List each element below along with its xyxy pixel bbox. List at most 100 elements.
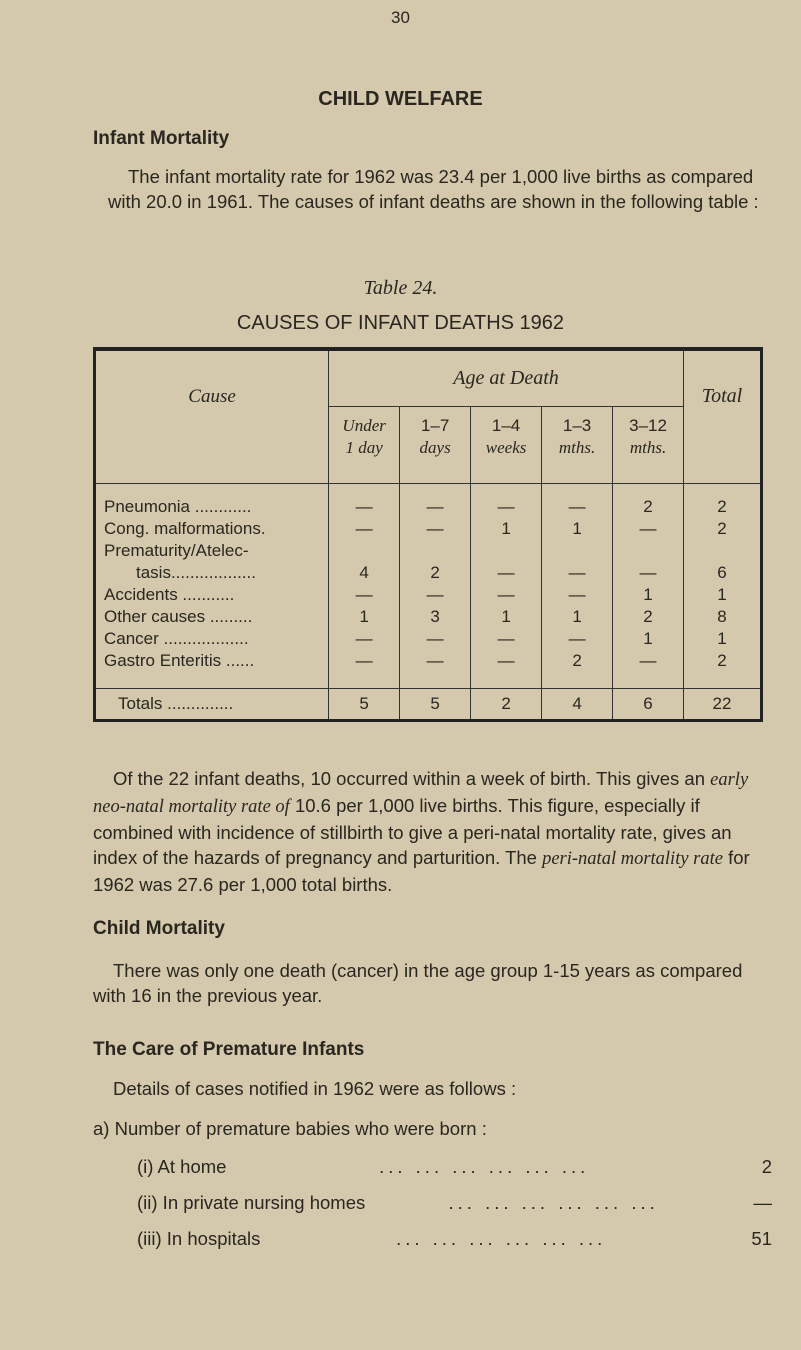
list-item: (i) At home ... ... ... ... ... ... 2 xyxy=(137,1156,772,1178)
value-cell: — xyxy=(328,649,400,688)
row-total-cell: 2 xyxy=(683,517,762,540)
total-cell: 6 xyxy=(612,688,684,720)
col-header: mths. xyxy=(629,437,667,457)
total-cell: 5 xyxy=(328,688,400,720)
value-cell: — xyxy=(399,483,471,518)
value-cell: — xyxy=(470,583,542,606)
value-cell: — xyxy=(399,583,471,606)
value-cell xyxy=(612,539,684,562)
cause-cell: Other causes ......... xyxy=(104,606,253,626)
value-cell: 2 xyxy=(399,561,471,584)
value-cell: 2 xyxy=(612,483,684,518)
value-cell: 1 xyxy=(470,605,542,628)
table-row: Cong. malformations. — —1 1—2 xyxy=(95,517,762,540)
row-total-cell xyxy=(683,539,762,562)
text: Of the 22 infant deaths, 10 occurred wit… xyxy=(113,768,711,789)
item-value: 51 xyxy=(751,1228,772,1249)
cause-cell: Prematurity/Atelec- xyxy=(104,540,249,560)
emphasis: early neo-natal mortality rate of xyxy=(93,770,749,817)
cause-cell: Cong. malformations. xyxy=(104,518,266,538)
value-cell: — xyxy=(328,583,400,606)
col-header: 1 day xyxy=(345,437,383,457)
total-header: Total xyxy=(683,349,762,483)
total-cell: 4 xyxy=(541,688,613,720)
cause-header: Cause xyxy=(188,385,236,407)
value-cell: — xyxy=(470,561,542,584)
value-cell: — xyxy=(399,517,471,540)
value-cell: — xyxy=(328,627,400,650)
value-cell: 1 xyxy=(541,517,613,540)
value-cell: — xyxy=(470,627,542,650)
totals-row: Totals .............. 5 5 2 4 6 22 xyxy=(94,688,762,720)
value-cell: 1 xyxy=(470,517,542,540)
value-cell: 1 xyxy=(541,605,613,628)
table-row: Accidents ........... — — — —1 1 xyxy=(95,583,762,606)
value-cell: — xyxy=(612,561,684,584)
value-cell: 3 xyxy=(399,605,471,628)
value-cell: 4 xyxy=(328,561,400,584)
row-total-cell: 2 xyxy=(683,649,762,688)
list-item: (ii) In private nursing homes ... ... ...… xyxy=(137,1192,772,1214)
emphasis: peri-natal mortality rate xyxy=(542,849,723,869)
infant-mortality-paragraph: The infant mortality rate for 1962 was 2… xyxy=(108,166,759,212)
table-row: Cancer .................. — — — —1 1 xyxy=(95,627,762,650)
child-mortality-heading: Child Mortality xyxy=(93,918,225,939)
premature-intro: Details of cases notified in 1962 were a… xyxy=(113,1078,517,1099)
table-row: Prematurity/Atelec- xyxy=(95,539,762,562)
value-cell: 1 xyxy=(612,583,684,606)
total-cell: 2 xyxy=(470,688,542,720)
row-total-cell: 2 xyxy=(683,483,762,518)
col-header: weeks xyxy=(485,437,527,457)
col-header: mths. xyxy=(558,437,596,457)
value-cell: — xyxy=(470,483,542,518)
value-cell xyxy=(541,539,613,562)
row-total-cell: 1 xyxy=(683,627,762,650)
value-cell xyxy=(470,539,542,562)
value-cell: 1 xyxy=(328,605,400,628)
col-header: Under xyxy=(342,415,386,435)
table-label: Table 24. xyxy=(363,277,438,299)
list-item: (iii) In hospitals ... ... ... ... ... ..… xyxy=(137,1228,772,1250)
col-header: days xyxy=(419,437,451,457)
value-cell: — xyxy=(541,483,613,518)
infant-deaths-table: Cause Age at Death Total Under 1 day 1–7 d… xyxy=(93,347,763,722)
cause-cell: Accidents ........... xyxy=(104,584,235,604)
cause-cell: Cancer .................. xyxy=(104,628,249,648)
totals-label: Totals .............. xyxy=(118,693,234,713)
row-total-cell: 6 xyxy=(683,561,762,584)
value-cell: — xyxy=(612,649,684,688)
age-at-death-header: Age at Death xyxy=(328,349,684,406)
leader-dots: ... ... ... ... ... ... xyxy=(396,1228,607,1249)
text: for 1962 was 27.6 per 1,000 total births… xyxy=(93,847,750,895)
value-cell: — xyxy=(328,483,400,518)
table-row: Gastro Enteritis ...... — — —2—2 xyxy=(95,649,762,688)
leader-dots: ... ... ... ... ... ... xyxy=(379,1156,590,1177)
row-total-cell: 8 xyxy=(683,605,762,628)
page-number: 30 xyxy=(391,8,410,27)
cause-cell: tasis.................. xyxy=(136,562,256,582)
cause-cell: Gastro Enteritis ...... xyxy=(104,650,255,670)
value-cell: — xyxy=(399,649,471,688)
value-cell: 1 xyxy=(612,627,684,650)
value-cell: — xyxy=(328,517,400,540)
row-total-cell: 1 xyxy=(683,583,762,606)
value-cell: 2 xyxy=(612,605,684,628)
col-header: 1–4 xyxy=(491,415,521,435)
col-header: 3–12 xyxy=(629,415,667,435)
value-cell: — xyxy=(612,517,684,540)
item-value: 2 xyxy=(761,1156,772,1177)
table-row: tasis.................. 4 2— — —6 xyxy=(95,561,762,584)
col-header: 1–7 xyxy=(420,415,450,435)
col-header: 1–3 xyxy=(562,415,592,435)
item-label: (iii) In hospitals xyxy=(137,1228,261,1249)
item-value: — xyxy=(753,1192,773,1213)
value-cell: — xyxy=(399,627,471,650)
neonatal-paragraph: Of the 22 infant deaths, 10 occurred wit… xyxy=(93,766,773,897)
table-title: CAUSES OF INFANT DEATHS 1962 xyxy=(236,312,565,334)
leader-dots: ... ... ... ... ... ... xyxy=(448,1192,659,1213)
value-cell xyxy=(328,539,400,562)
premature-heading: The Care of Premature Infants xyxy=(93,1039,365,1060)
value-cell xyxy=(399,539,471,562)
item-label: (ii) In private nursing homes xyxy=(137,1192,366,1213)
premature-item-a: a) Number of premature babies who were b… xyxy=(93,1118,487,1139)
